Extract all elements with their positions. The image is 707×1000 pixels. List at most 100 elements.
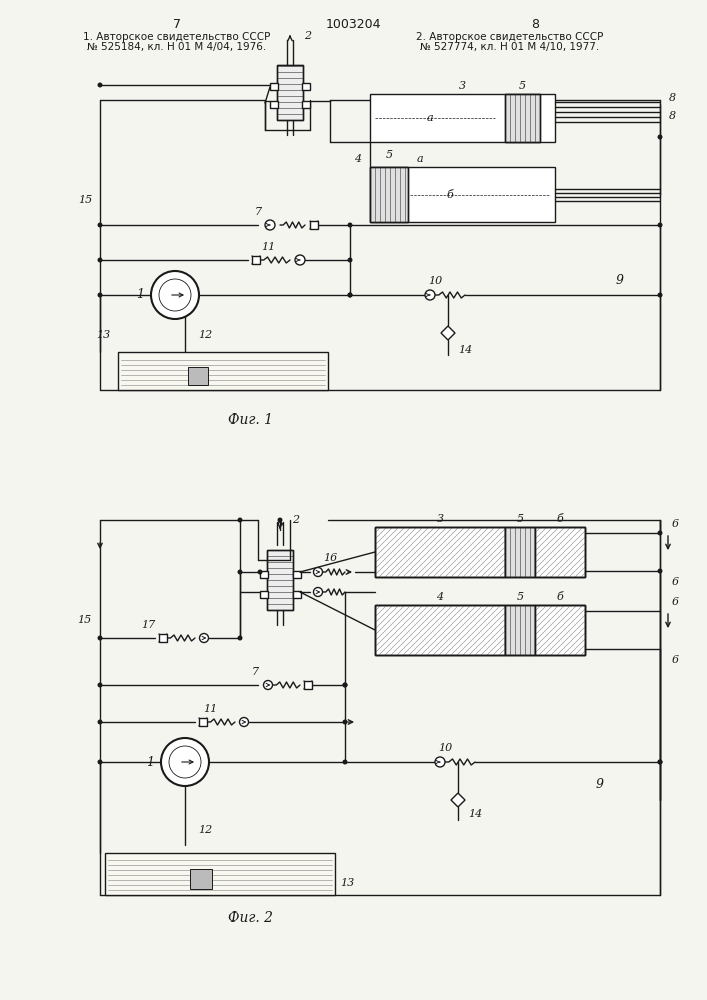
Bar: [293, 591, 301, 598]
Text: 6: 6: [672, 519, 679, 529]
Text: 9: 9: [616, 273, 624, 286]
Bar: [505, 605, 535, 655]
Circle shape: [98, 292, 103, 298]
Bar: [375, 527, 505, 577]
Circle shape: [98, 83, 103, 88]
Text: б: б: [556, 592, 563, 602]
Circle shape: [264, 680, 272, 690]
Bar: [370, 94, 555, 142]
Circle shape: [658, 530, 662, 536]
Text: № 527774, кл. Н 01 М 4/10, 1977.: № 527774, кл. Н 01 М 4/10, 1977.: [421, 42, 600, 52]
Text: 2: 2: [305, 31, 312, 41]
Text: 6: 6: [672, 655, 679, 665]
Bar: [505, 605, 535, 655]
Text: 15: 15: [78, 195, 92, 205]
Text: 4: 4: [436, 592, 443, 602]
Bar: [505, 527, 535, 577]
Text: б: б: [556, 514, 563, 524]
Bar: [370, 167, 408, 222]
Circle shape: [658, 134, 662, 139]
Bar: [375, 527, 585, 577]
Circle shape: [240, 718, 248, 726]
Circle shape: [199, 634, 209, 643]
Text: 1: 1: [136, 288, 144, 302]
Text: 8: 8: [668, 93, 676, 103]
Text: 1. Авторское свидетельство СССР: 1. Авторское свидетельство СССР: [83, 32, 271, 42]
Text: 6: 6: [672, 577, 679, 587]
Circle shape: [348, 292, 353, 298]
Circle shape: [348, 257, 353, 262]
Bar: [375, 527, 505, 577]
Bar: [267, 550, 293, 610]
Circle shape: [348, 292, 353, 298]
Circle shape: [98, 760, 103, 764]
Bar: [505, 94, 540, 142]
Text: 5: 5: [516, 592, 524, 602]
Bar: [375, 605, 505, 655]
Circle shape: [257, 570, 262, 574]
Bar: [304, 681, 312, 689]
Circle shape: [658, 760, 662, 764]
Circle shape: [658, 760, 662, 764]
Bar: [375, 605, 505, 655]
Text: 9: 9: [596, 778, 604, 792]
Bar: [310, 221, 318, 229]
Text: 15: 15: [77, 615, 91, 625]
Text: 11: 11: [261, 242, 275, 252]
Circle shape: [342, 720, 348, 724]
Bar: [118, 352, 328, 390]
Bar: [375, 605, 585, 655]
Text: Фиг. 1: Фиг. 1: [228, 413, 272, 427]
Bar: [105, 853, 335, 895]
Text: 11: 11: [203, 704, 217, 714]
Bar: [199, 718, 207, 726]
Bar: [252, 256, 260, 264]
Bar: [370, 167, 408, 222]
Circle shape: [658, 568, 662, 574]
Text: б: б: [447, 190, 453, 200]
Text: а: а: [427, 113, 433, 123]
Circle shape: [658, 292, 662, 298]
Bar: [370, 167, 555, 222]
Bar: [505, 527, 535, 577]
Bar: [535, 527, 585, 577]
Bar: [190, 869, 212, 889]
Bar: [277, 65, 303, 120]
Circle shape: [425, 290, 435, 300]
Text: 14: 14: [458, 345, 472, 355]
Circle shape: [295, 255, 305, 265]
Bar: [188, 367, 208, 385]
Text: 7: 7: [255, 207, 262, 217]
Circle shape: [342, 682, 348, 688]
Text: 7: 7: [252, 667, 259, 677]
Bar: [270, 101, 278, 108]
Circle shape: [348, 223, 353, 228]
Bar: [277, 65, 303, 120]
Text: 13: 13: [340, 878, 354, 888]
Text: 8: 8: [668, 111, 676, 121]
Bar: [260, 571, 268, 578]
Bar: [535, 527, 585, 577]
Polygon shape: [451, 793, 465, 807]
Circle shape: [658, 223, 662, 228]
Circle shape: [435, 757, 445, 767]
Circle shape: [342, 760, 348, 764]
Text: 5: 5: [516, 514, 524, 524]
Circle shape: [98, 682, 103, 688]
Bar: [535, 605, 585, 655]
Text: 6: 6: [672, 597, 679, 607]
Circle shape: [98, 223, 103, 228]
Circle shape: [98, 720, 103, 724]
Text: 3: 3: [459, 81, 466, 91]
Bar: [535, 605, 585, 655]
Bar: [375, 527, 505, 577]
Text: 1003204: 1003204: [325, 17, 381, 30]
Bar: [260, 591, 268, 598]
Bar: [267, 550, 293, 610]
Text: 14: 14: [468, 809, 482, 819]
Circle shape: [238, 636, 243, 641]
Bar: [535, 605, 585, 655]
Bar: [270, 83, 278, 90]
Bar: [535, 527, 585, 577]
Bar: [302, 83, 310, 90]
